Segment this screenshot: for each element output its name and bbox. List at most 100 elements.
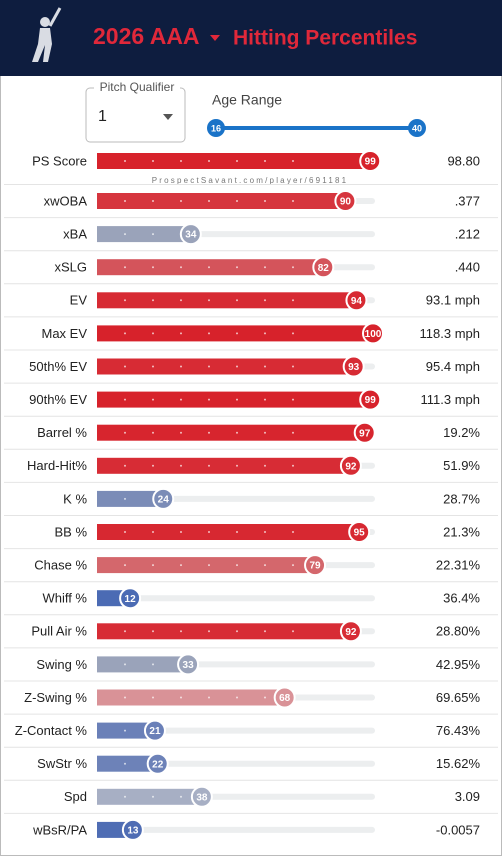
stat-value: 76.43%	[436, 723, 481, 738]
percentile-label: 99	[365, 395, 377, 406]
stat-value: 28.7%	[443, 491, 480, 506]
label-bg	[94, 80, 180, 94]
bar-dot	[180, 630, 182, 633]
bar-track	[97, 727, 375, 734]
age-max: 40	[412, 123, 422, 133]
bar-dot	[264, 332, 266, 335]
bar-dot	[236, 299, 238, 302]
bar-dot	[180, 266, 182, 269]
stat-value: 15.62%	[436, 756, 481, 771]
bar	[97, 358, 354, 375]
bar-dot	[236, 365, 238, 368]
bar-dot	[208, 431, 210, 434]
bar-dot	[208, 160, 210, 162]
bar-dot	[180, 299, 182, 302]
percentile-badge	[334, 190, 357, 212]
dropdown-caret[interactable]	[210, 35, 220, 41]
percentile-badge	[179, 223, 202, 246]
bar-dot	[124, 365, 126, 368]
stat-value: 69.65%	[436, 690, 481, 705]
bar-dot	[208, 332, 210, 335]
metric-label: PS Score	[32, 153, 87, 168]
bar	[97, 292, 357, 309]
bar-dot	[152, 431, 154, 434]
season-select[interactable]: 2026 AAA	[93, 23, 200, 49]
bar-dot	[236, 398, 238, 401]
bar-dot	[208, 365, 210, 368]
bar	[97, 490, 164, 507]
bar-dot	[180, 398, 182, 401]
percentile-label: 93	[348, 362, 360, 373]
stat-value: 36.4%	[443, 591, 480, 606]
bar-dot	[180, 332, 182, 335]
metric-label: xBA	[63, 227, 87, 242]
bar-track	[97, 595, 375, 602]
metric-label: 50th% EV	[29, 359, 87, 374]
bar-dot	[124, 200, 126, 202]
metric-label: wBsR/PA	[32, 822, 87, 837]
metric-label: BB %	[54, 524, 87, 539]
bar-dot	[292, 160, 294, 162]
bar-dot	[264, 564, 266, 567]
bar-dot	[264, 365, 266, 368]
bar-dot	[236, 696, 238, 699]
bar-dot	[208, 398, 210, 401]
percentile-badge	[348, 521, 371, 543]
bar-dot	[180, 200, 182, 202]
bar-dot	[236, 200, 238, 202]
bar-dot	[264, 160, 266, 162]
bar-dot	[124, 795, 126, 798]
bar-dot	[208, 696, 210, 699]
percentile-badge	[121, 818, 144, 841]
bar-dot	[264, 266, 266, 269]
bar	[97, 457, 351, 474]
stat-value: 19.2%	[443, 425, 480, 440]
bar-dot	[180, 431, 182, 434]
age-min-handle[interactable]	[207, 119, 225, 137]
bar	[97, 623, 351, 640]
age-range-label: Age Range	[212, 92, 282, 108]
bar-dot	[292, 630, 294, 633]
bar-dot	[152, 332, 154, 335]
bar	[97, 656, 189, 673]
metric-label: EV	[70, 293, 88, 308]
age-max-handle[interactable]	[408, 119, 426, 137]
bar-dot	[264, 696, 266, 699]
bar	[97, 689, 285, 706]
metric-label: Max EV	[41, 326, 87, 341]
metric-label: SwStr %	[37, 756, 87, 771]
bar-dot	[180, 464, 182, 467]
metric-label: Whiff %	[42, 591, 87, 606]
metric-label: xSLG	[54, 260, 87, 275]
percentile-badge	[304, 554, 327, 577]
bar-dot	[152, 200, 154, 202]
bar-dot	[292, 332, 294, 335]
percentile-label: 92	[345, 627, 357, 638]
bar-dot	[236, 630, 238, 633]
bar-dot	[236, 531, 238, 533]
bar-dot	[152, 365, 154, 368]
percentile-label: 94	[351, 296, 363, 307]
age-min: 16	[211, 123, 221, 133]
percentile-badge	[190, 785, 213, 808]
percentile-badge	[312, 256, 335, 279]
metric-label: Swing %	[36, 657, 87, 672]
percentile-badge	[119, 587, 142, 610]
bar	[97, 788, 202, 805]
select-caret[interactable]	[163, 114, 173, 120]
percentile-label: 12	[125, 594, 137, 605]
bar	[97, 193, 346, 209]
bar-dot	[124, 762, 126, 765]
percentile-label: 79	[309, 561, 321, 572]
metric-label: Hard-Hit%	[27, 458, 87, 473]
bar-dot	[152, 630, 154, 633]
bar-dot	[124, 729, 126, 732]
percentile-label: 21	[149, 726, 161, 737]
percentile-label: 22	[152, 759, 164, 770]
page-title: Hitting Percentiles	[233, 27, 417, 50]
stat-value: 95.4 mph	[426, 359, 480, 374]
bar-dot	[124, 696, 126, 699]
percentile-badge	[177, 653, 200, 676]
bar-track	[97, 826, 375, 833]
